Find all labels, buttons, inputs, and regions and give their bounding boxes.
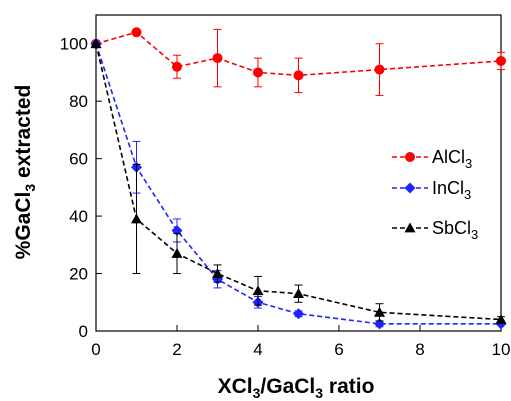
y-tick-label: 20 bbox=[69, 265, 88, 284]
series-line bbox=[95, 43, 501, 325]
x-tick-label: 8 bbox=[415, 340, 424, 359]
data-point bbox=[172, 61, 182, 72]
legend-label: AlCl3 bbox=[432, 147, 472, 171]
x-tick-label: 10 bbox=[492, 340, 511, 359]
x-tick-label: 2 bbox=[172, 340, 181, 359]
y-tick-label: 0 bbox=[79, 322, 88, 341]
data-point bbox=[374, 306, 385, 317]
legend: AlCl3 InCl3 SbCl3 bbox=[392, 147, 478, 242]
data-point bbox=[374, 64, 385, 75]
data-point bbox=[496, 55, 506, 66]
data-point bbox=[212, 53, 223, 64]
data-point bbox=[293, 308, 304, 320]
data-point bbox=[293, 70, 304, 81]
plot-area bbox=[95, 14, 502, 332]
data-point bbox=[171, 247, 183, 258]
legend-label: SbCl3 bbox=[432, 218, 478, 242]
x-axis-title: XCl3/GaCl3 ratio bbox=[218, 375, 375, 401]
data-point bbox=[131, 27, 142, 38]
data-point bbox=[252, 285, 264, 296]
legend-marker bbox=[405, 152, 415, 162]
y-tick-label: 100 bbox=[60, 35, 88, 54]
x-tick-label: 6 bbox=[334, 340, 343, 359]
series-layer bbox=[90, 27, 507, 330]
plot-border bbox=[95, 14, 502, 332]
legend-marker bbox=[404, 222, 416, 233]
legend-item-sbcl: SbCl3 bbox=[392, 218, 478, 242]
series-sbcl bbox=[90, 38, 507, 324]
legend-marker bbox=[404, 182, 416, 194]
legend-label: InCl3 bbox=[432, 178, 471, 202]
y-tick-label: 40 bbox=[69, 207, 88, 226]
x-tick-label: 4 bbox=[253, 340, 262, 359]
data-point bbox=[131, 213, 142, 224]
series-line bbox=[95, 43, 502, 321]
y-tick-label: 60 bbox=[69, 150, 88, 169]
data-point bbox=[212, 268, 223, 278]
series-alcl bbox=[91, 27, 506, 96]
legend-item-alcl: AlCl3 bbox=[392, 147, 472, 171]
data-point bbox=[293, 288, 304, 299]
data-point bbox=[253, 67, 263, 78]
legend-item-incl: InCl3 bbox=[392, 178, 471, 202]
series-line bbox=[95, 31, 502, 77]
x-tick-label: 0 bbox=[91, 340, 100, 359]
y-tick-label: 80 bbox=[69, 92, 88, 111]
data-point bbox=[90, 38, 102, 49]
y-axis-title: %GaCl3 extracted bbox=[12, 85, 38, 260]
data-point bbox=[495, 314, 507, 324]
